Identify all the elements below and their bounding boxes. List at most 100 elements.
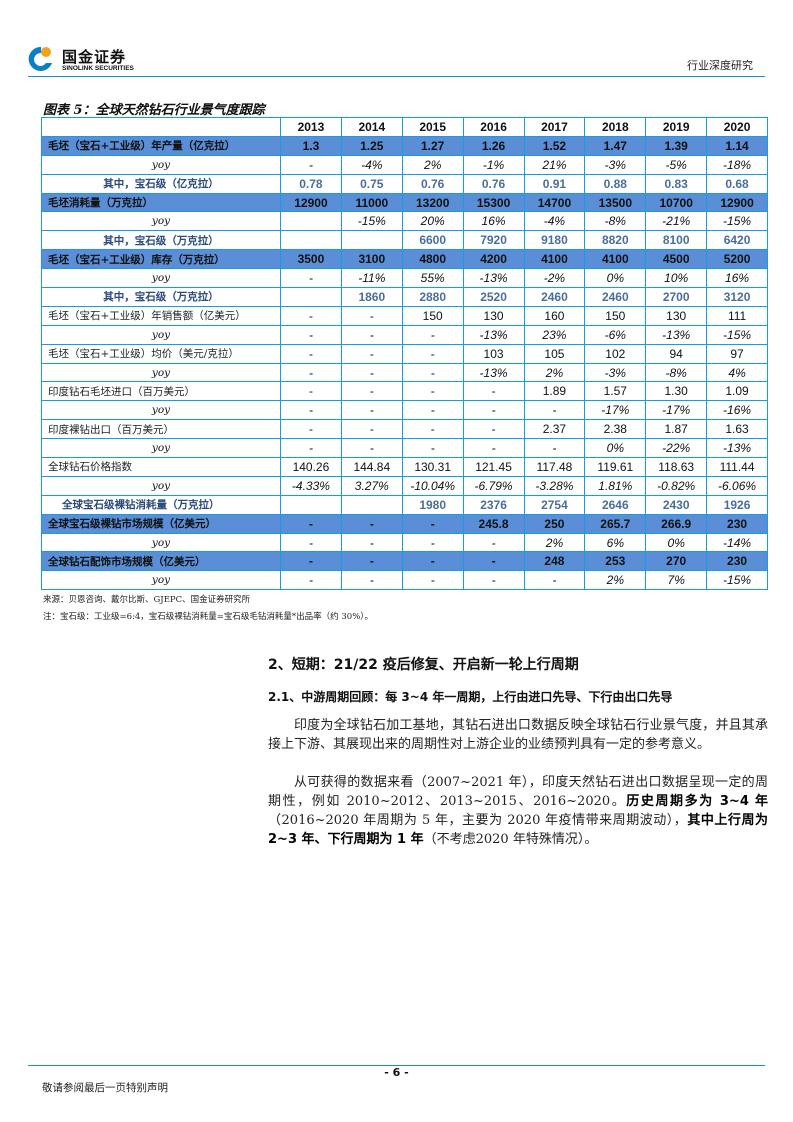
value-cell: -13% xyxy=(462,324,525,345)
value-cell: 140.26 xyxy=(280,457,342,477)
value-cell: -13% xyxy=(462,362,525,383)
value-cell: 12900 xyxy=(280,192,342,213)
row-label: 其中，宝石级（万克拉） xyxy=(41,287,281,307)
value-cell: 1.57 xyxy=(584,381,647,402)
value-cell: - xyxy=(401,570,464,591)
value-cell: 1926 xyxy=(706,494,768,515)
value-cell: - xyxy=(523,570,586,591)
value-cell: - xyxy=(401,438,464,459)
value-cell: 270 xyxy=(645,551,708,572)
value-cell: 7920 xyxy=(462,230,525,251)
value-cell: - xyxy=(401,362,464,383)
value-cell: -8% xyxy=(645,362,708,383)
value-cell: 13500 xyxy=(584,192,647,213)
value-cell: -15% xyxy=(706,324,768,345)
row-label: 全球宝石级裸钻市场规模（亿美元） xyxy=(41,513,281,534)
year-header-cell: 2014 xyxy=(340,117,403,137)
value-cell: 2754 xyxy=(523,494,586,515)
value-cell: 1.30 xyxy=(645,381,708,402)
value-cell: -3.28% xyxy=(523,475,586,496)
value-cell: - xyxy=(340,570,403,591)
value-cell: 266.9 xyxy=(645,513,708,534)
value-cell: 0.75 xyxy=(340,173,403,194)
row-label: yoy xyxy=(41,154,281,175)
value-cell: -6.79% xyxy=(462,475,525,496)
value-cell: 13200 xyxy=(401,192,464,213)
value-cell: - xyxy=(340,400,403,421)
value-cell: 130.31 xyxy=(401,457,464,477)
value-cell xyxy=(280,211,342,232)
value-cell xyxy=(280,230,342,251)
value-cell: 1.26 xyxy=(462,135,525,156)
value-cell: - xyxy=(523,400,586,421)
value-cell: - xyxy=(280,324,342,345)
value-cell: 0.76 xyxy=(462,173,525,194)
value-cell: - xyxy=(462,419,525,440)
value-cell: 16% xyxy=(462,211,525,232)
value-cell: 2430 xyxy=(645,494,708,515)
value-cell: 2520 xyxy=(462,287,525,307)
value-cell: 1.27 xyxy=(401,135,464,156)
value-cell: 14700 xyxy=(523,192,586,213)
value-cell: 4500 xyxy=(645,249,708,270)
value-cell: 245.8 xyxy=(462,513,525,534)
year-header-cell: 2020 xyxy=(706,117,768,137)
value-cell: 265.7 xyxy=(584,513,647,534)
value-cell: 4100 xyxy=(584,249,647,270)
value-cell: -5% xyxy=(645,154,708,175)
value-cell: 1.14 xyxy=(706,135,768,156)
value-cell: 0.68 xyxy=(706,173,768,194)
value-cell: - xyxy=(462,400,525,421)
row-label: yoy xyxy=(41,438,281,459)
value-cell: 121.45 xyxy=(462,457,525,477)
table-row: 毛坯（宝石+工业级）年销售额（亿美元） - -150 130 160 150 130 111 xyxy=(41,305,768,326)
value-cell: - xyxy=(340,532,403,553)
table-row: yoy -4.33% 3.27% -10.04% -6.79% -3.28% 1.81% -0… xyxy=(41,475,768,496)
value-cell: -13% xyxy=(706,438,768,459)
value-cell: -15% xyxy=(706,211,768,232)
value-cell: 150 xyxy=(401,305,464,326)
value-cell: 10700 xyxy=(645,192,708,213)
value-cell xyxy=(340,230,403,251)
value-cell: - xyxy=(340,419,403,440)
value-cell: - xyxy=(340,343,403,364)
value-cell: 2% xyxy=(523,362,586,383)
value-cell: 2% xyxy=(523,532,586,553)
value-cell: 3100 xyxy=(340,249,403,270)
row-label: yoy xyxy=(41,532,281,553)
value-cell: - xyxy=(401,343,464,364)
value-cell: 2460 xyxy=(523,287,586,307)
value-cell: 1.3 xyxy=(280,135,342,156)
value-cell: 8820 xyxy=(584,230,647,251)
value-cell: 130 xyxy=(462,305,525,326)
value-cell: -3% xyxy=(584,362,647,383)
row-label: yoy xyxy=(41,362,281,383)
table-row: 全球宝石级裸钻市场规模（亿美元） - - -245.8 250 265.7 266.9 230 xyxy=(41,513,768,534)
row-label: 毛坯（宝石+工业级）库存（万克拉） xyxy=(41,249,281,270)
year-header-cell: 2016 xyxy=(462,117,525,137)
row-label: 其中，宝石级（亿克拉） xyxy=(41,173,281,194)
value-cell: - xyxy=(280,513,342,534)
row-label: 全球钻石价格指数 xyxy=(41,457,281,477)
value-cell: -15% xyxy=(340,211,403,232)
value-cell: - xyxy=(280,532,342,553)
value-cell: 1980 xyxy=(401,494,464,515)
table-row: yoy - - - -13% 23% -6% -13% -15% xyxy=(41,324,768,345)
value-cell: -8% xyxy=(584,211,647,232)
value-cell: - xyxy=(401,551,464,572)
value-cell: -4% xyxy=(340,154,403,175)
table-row: 毛坯（宝石+工业级）年产量（亿克拉） 1.3 1.25 1.27 1.26 1.52 1.4… xyxy=(41,135,768,156)
value-cell: - xyxy=(280,419,342,440)
sinolink-logo-icon xyxy=(28,46,52,71)
table-row: 全球宝石级裸钻消耗量（万克拉） 1980 2376 2754 2646 2430 1926 xyxy=(41,494,768,515)
value-cell: 6% xyxy=(584,532,647,553)
value-cell: -4.33% xyxy=(280,475,342,496)
value-cell: 16% xyxy=(706,268,768,289)
table-row: yoy - - - - -0% -22% -13% xyxy=(41,438,768,459)
value-cell: - xyxy=(280,154,342,175)
subsection-heading: 2.1、中游周期回顾：每 3~4 年一周期，上行由进口先导、下行由出口先导 xyxy=(268,690,673,704)
value-cell: 1.87 xyxy=(645,419,708,440)
value-cell: - xyxy=(340,551,403,572)
p2-text: （2016~2020 年周期为 5 年，主要为 2020 年疫情带来周期波动）， xyxy=(268,813,688,828)
value-cell: 111.44 xyxy=(706,457,768,477)
